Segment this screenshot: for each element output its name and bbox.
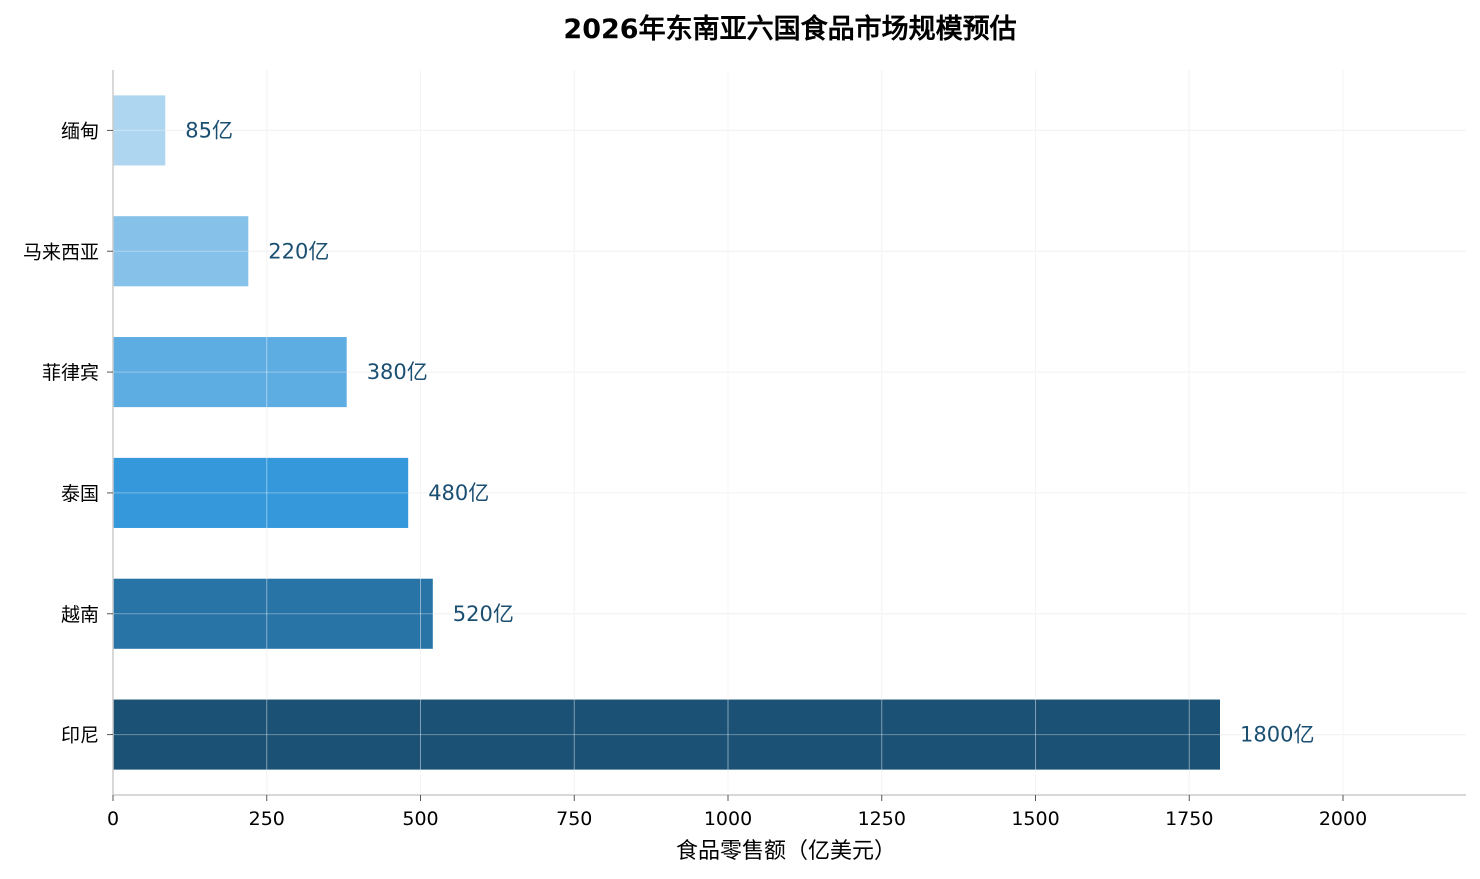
grid-layer xyxy=(112,70,1466,795)
bar-4 xyxy=(113,337,347,408)
x-tick-label: 250 xyxy=(249,808,285,830)
y-tick-label: 越南 xyxy=(61,604,99,626)
x-tick-label: 1250 xyxy=(858,808,906,830)
bar-1 xyxy=(113,699,1220,770)
chart-title: 2026年东南亚六国食品市场规模预估 xyxy=(563,13,1016,45)
y-tick-label: 马来西亚 xyxy=(23,241,99,263)
bar-3 xyxy=(113,457,409,528)
data-labels-layer: 1800亿 520亿 480亿 380亿 220亿 85亿 xyxy=(185,118,1314,746)
x-tick-label: 1750 xyxy=(1165,808,1213,830)
bar-6 xyxy=(113,95,166,166)
y-tick-label: 菲律宾 xyxy=(42,362,99,384)
y-tick-label: 印尼 xyxy=(61,725,99,747)
x-axis-label: 食品零售额（亿美元） xyxy=(676,839,896,864)
bar-2 xyxy=(113,578,433,649)
bar-5 xyxy=(113,216,249,287)
grid-overlay-layer xyxy=(113,70,1466,795)
data-label: 380亿 xyxy=(367,360,428,384)
x-tick-label: 750 xyxy=(556,808,592,830)
data-label: 85亿 xyxy=(185,118,233,142)
bars-layer xyxy=(113,95,1220,770)
ticks-layer: 0 250 500 750 1000 1250 1500 1750 2000 印尼 越南 泰国 菲律宾 马… xyxy=(23,120,1367,830)
axes-layer xyxy=(112,70,1466,796)
x-tick-label: 1500 xyxy=(1011,808,1059,830)
y-tick-label: 泰国 xyxy=(61,483,99,505)
y-tick-label: 缅甸 xyxy=(61,120,99,142)
data-label: 1800亿 xyxy=(1240,723,1314,747)
x-tick-label: 0 xyxy=(107,808,119,830)
data-label: 520亿 xyxy=(453,602,514,626)
data-label: 220亿 xyxy=(268,239,329,263)
data-label: 480亿 xyxy=(428,481,489,505)
x-tick-label: 500 xyxy=(402,808,438,830)
x-tick-label: 2000 xyxy=(1319,808,1367,830)
x-tick-label: 1000 xyxy=(704,808,752,830)
